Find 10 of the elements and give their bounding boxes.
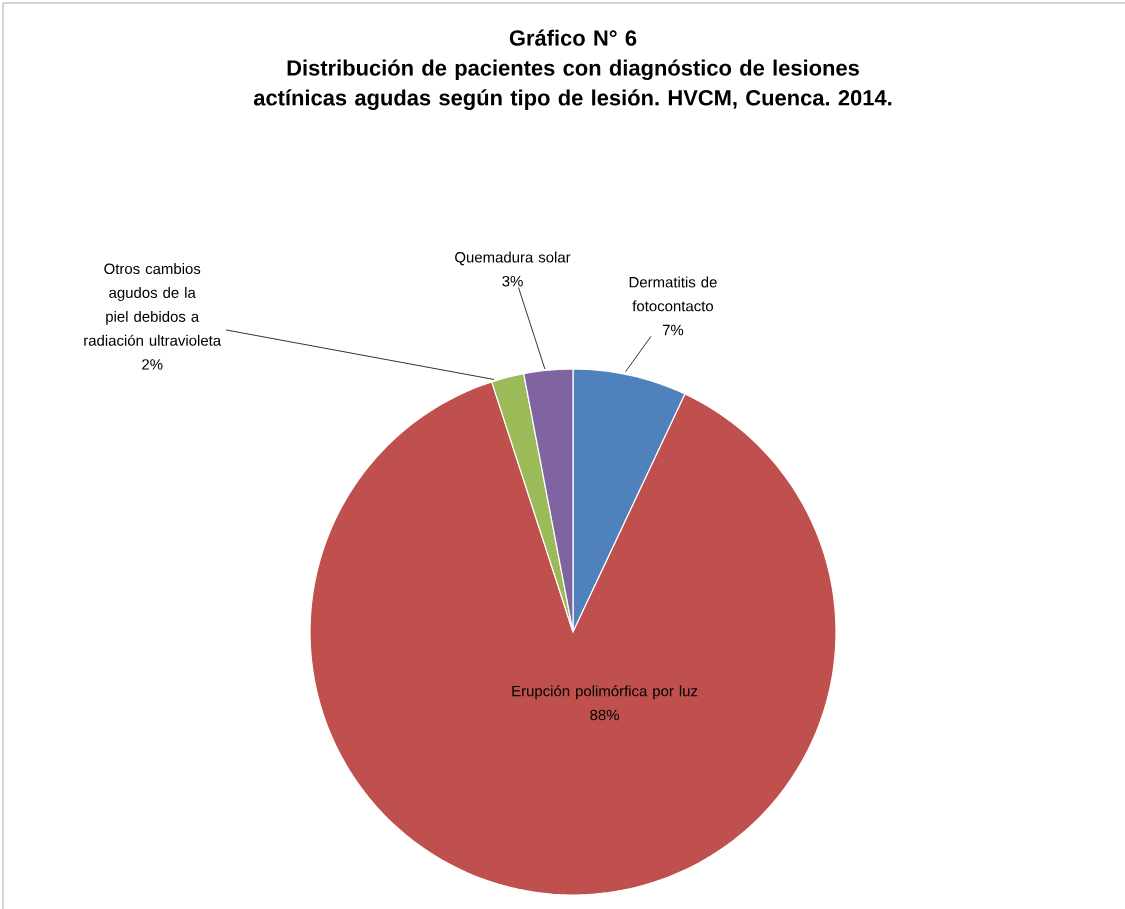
data-label: 88% [590, 709, 619, 721]
data-label: 2% [142, 359, 163, 370]
slice-label: Dermatitis de fotocontacto [629, 276, 717, 312]
data-label: 3% [502, 275, 523, 287]
slice-label: Erupción polimórfica por luz [512, 685, 698, 700]
slice-label: Otros cambios agudos de la piel debidos a radiación ultravioleta [84, 263, 222, 346]
slice-label: Quemadura solar [455, 251, 571, 266]
chart-subtitle: Distribución de pacientes con diagnóstico de lesiones actínicas agudas según tipo de lesión. HVCM, Cuenca. 2014. [253, 59, 892, 110]
chart-title: Gráfico N° 6 [509, 29, 637, 46]
data-label: 7% [662, 324, 684, 336]
